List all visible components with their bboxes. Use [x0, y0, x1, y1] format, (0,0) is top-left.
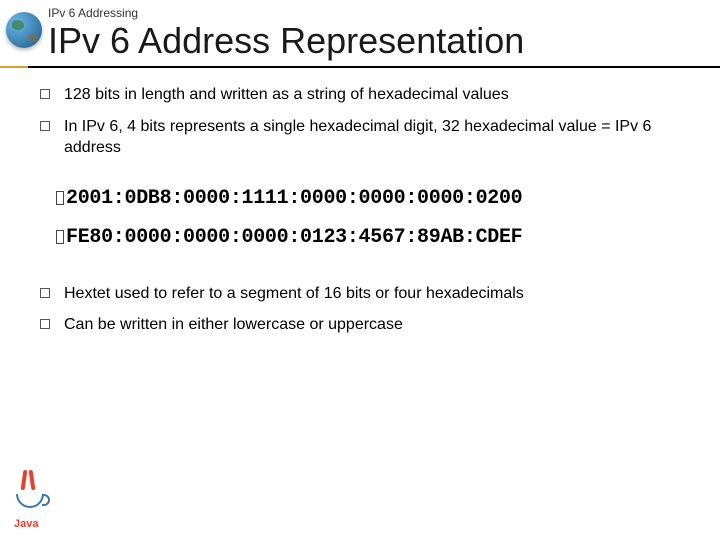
bullet-icon	[40, 288, 50, 298]
code-line: 2001:0DB8:0000:1111:0000:0000:0000:0200	[56, 187, 700, 210]
list-item-text: 128 bits in length and written as a stri…	[64, 84, 509, 106]
page-title: IPv 6 Address Representation	[48, 20, 524, 62]
list-item: In IPv 6, 4 bits represents a single hex…	[40, 116, 700, 159]
bullet-icon	[56, 191, 64, 205]
code-block: 2001:0DB8:0000:1111:0000:0000:0000:0200 …	[40, 187, 700, 249]
bullet-icon	[40, 319, 50, 329]
list-item-text: Can be written in either lowercase or up…	[64, 314, 403, 336]
list-item: Can be written in either lowercase or up…	[40, 314, 700, 336]
code-text: FE80:0000:0000:0000:0123:4567:89AB:CDEF	[66, 226, 522, 249]
list-item-text: Hextet used to refer to a segment of 16 …	[64, 283, 524, 305]
title-accent	[0, 66, 28, 68]
java-logo-text: Java	[14, 518, 38, 530]
list-item: Hextet used to refer to a segment of 16 …	[40, 283, 700, 305]
breadcrumb: IPv 6 Addressing	[48, 6, 138, 20]
bullet-icon	[40, 121, 50, 131]
bullet-icon	[40, 89, 50, 99]
java-cup-icon	[16, 494, 44, 508]
list-item: 128 bits in length and written as a stri…	[40, 84, 700, 106]
globe-icon	[6, 12, 42, 48]
content-area: 128 bits in length and written as a stri…	[40, 84, 700, 346]
java-logo-icon: Java	[8, 466, 56, 530]
bullet-icon	[56, 230, 64, 244]
code-line: FE80:0000:0000:0000:0123:4567:89AB:CDEF	[56, 226, 700, 249]
list-item-text: In IPv 6, 4 bits represents a single hex…	[64, 116, 700, 159]
java-steam-icon	[22, 470, 36, 492]
title-underline	[0, 66, 720, 68]
code-text: 2001:0DB8:0000:1111:0000:0000:0000:0200	[66, 187, 522, 210]
